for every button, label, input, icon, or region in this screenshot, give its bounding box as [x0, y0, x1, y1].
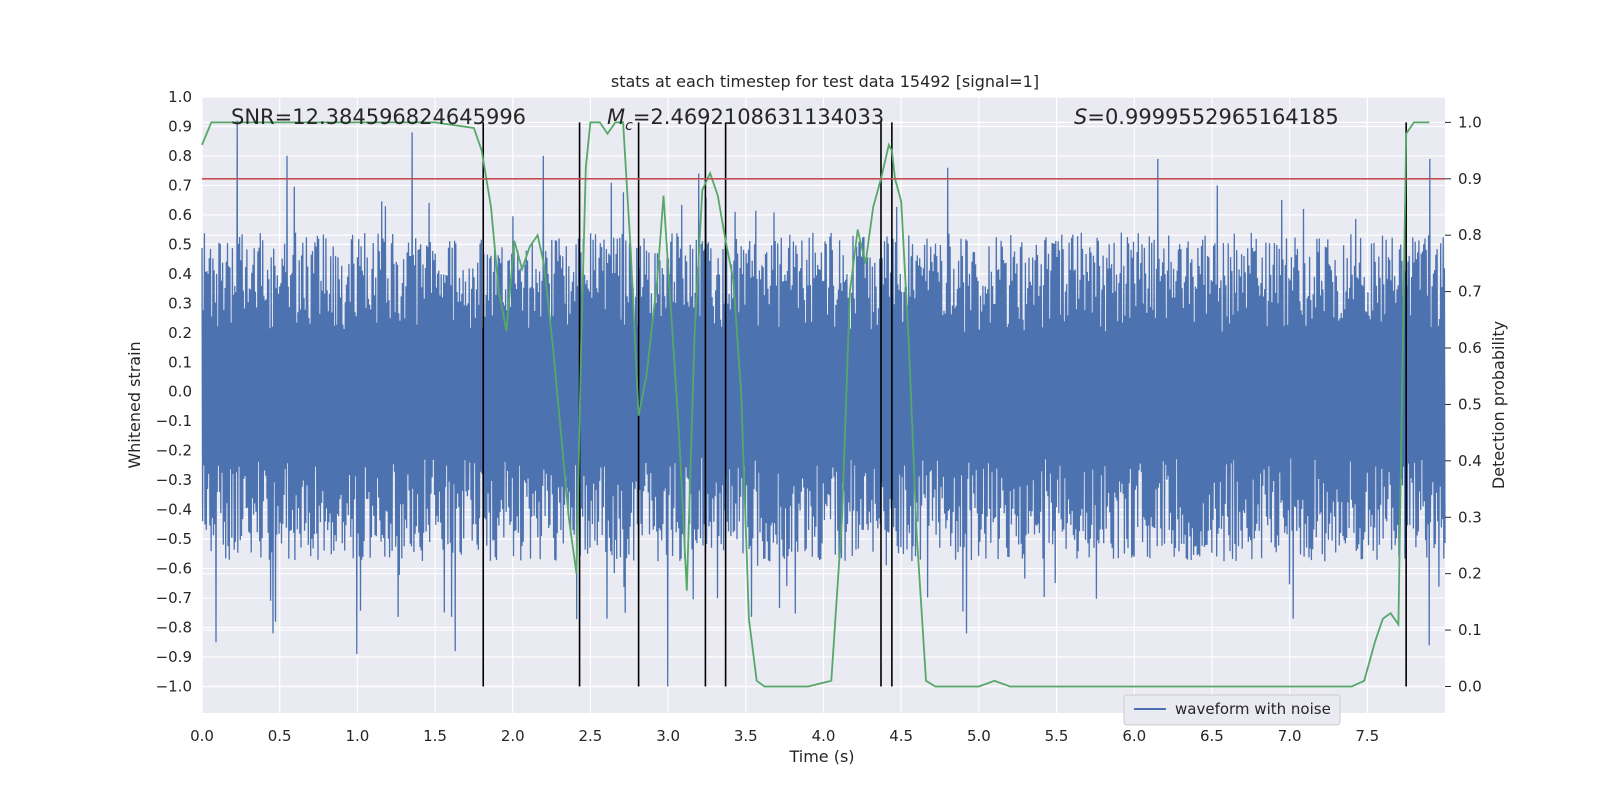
- legend-box: [1123, 694, 1341, 726]
- legend-label: waveform with noise: [1175, 700, 1331, 718]
- y-tick-label: 0.4: [168, 265, 192, 283]
- chirp-mass-symbol: M: [607, 105, 625, 129]
- y2-tick-label: 0.7: [1458, 283, 1482, 301]
- y-tick-label: −0.2: [156, 442, 192, 460]
- chirp-mass-subscript: c: [625, 118, 633, 134]
- x-tick-label: 5.0: [967, 727, 991, 745]
- y2-tick-label: 0.8: [1458, 226, 1482, 244]
- y2-tick-label: 0.4: [1458, 452, 1482, 470]
- tick-labels: 0.0 0.5 1.0 1.5 2.0 2.5 3.0 3.5 4.0 4.5 5.0 5.5 6.0 6…: [156, 88, 1482, 745]
- y2-tick-label: 0.9: [1458, 170, 1482, 188]
- probability-series: [201, 121, 1430, 688]
- x-tick-label: 2.0: [501, 727, 525, 745]
- y2-tick-label: 0.5: [1458, 395, 1482, 413]
- x-tick-label: 6.0: [1122, 727, 1146, 745]
- y-tick-label: 0.8: [168, 147, 192, 165]
- waveform-line: [201, 120, 1446, 687]
- s-value: =0.9999552965164185: [1087, 105, 1338, 129]
- x-tick-label: 7.0: [1278, 727, 1302, 745]
- legend: waveform with noise: [1123, 694, 1341, 726]
- y-tick-label: −0.6: [156, 560, 192, 578]
- y-axis-label: Whitened strain: [125, 341, 144, 468]
- x-tick-label: 4.5: [889, 727, 913, 745]
- y2-tick-label: 0.6: [1458, 339, 1482, 357]
- y2-tick-label: 0.1: [1458, 621, 1482, 639]
- x-tick-label: 3.0: [656, 727, 680, 745]
- x-tick-label: 7.5: [1355, 727, 1379, 745]
- x-tick-label: 5.5: [1045, 727, 1069, 745]
- x-tick-label: 3.5: [734, 727, 758, 745]
- x-tick-label: 2.5: [579, 727, 603, 745]
- y-tick-label: −0.5: [156, 530, 192, 548]
- probability-line: [201, 121, 1430, 688]
- chirp-mass-value: =2.4692108631134033: [633, 105, 884, 129]
- y2-tick-label: 1.0: [1458, 113, 1482, 131]
- chirp-mass-annotation: Mc=2.4692108631134033: [607, 105, 884, 134]
- y-tick-label: 0.6: [168, 206, 192, 224]
- y-tick-label: 0.2: [168, 324, 192, 342]
- y-tick-label: −0.7: [156, 589, 192, 607]
- waveform-series: [201, 120, 1446, 687]
- y-tick-label: −0.9: [156, 648, 192, 666]
- y-tick-label: 1.0: [168, 88, 192, 106]
- x-tick-label: 4.0: [812, 727, 836, 745]
- y-tick-label: −0.8: [156, 619, 192, 637]
- y-tick-label: 0.7: [168, 176, 192, 194]
- x-tick-label: 1.0: [345, 727, 369, 745]
- s-symbol: S: [1074, 105, 1087, 129]
- y-tick-label: 0.5: [168, 235, 192, 253]
- y2-axis-label: Detection probability: [1489, 321, 1508, 489]
- y2-tick-label: 0.0: [1458, 677, 1482, 695]
- y-tick-label: −0.3: [156, 471, 192, 489]
- x-tick-label: 0.5: [268, 727, 292, 745]
- x-tick-label: 6.5: [1200, 727, 1224, 745]
- y2-tick-label: 0.3: [1458, 508, 1482, 526]
- y-tick-label: 0.3: [168, 294, 192, 312]
- snr-annotation: SNR=12.384596824645996: [231, 105, 526, 129]
- y-tick-label: 0.0: [168, 383, 192, 401]
- x-tick-label: 1.5: [423, 727, 447, 745]
- chart-title: stats at each timestep for test data 154…: [611, 72, 1039, 91]
- y2-tick-label: 0.2: [1458, 565, 1482, 583]
- y-tick-label: −0.4: [156, 501, 192, 519]
- y-tick-label: −1.0: [156, 677, 192, 695]
- y-tick-label: 0.1: [168, 353, 192, 371]
- y-tick-label: 0.9: [168, 117, 192, 135]
- s-annotation: S=0.9999552965164185: [1074, 105, 1339, 129]
- x-tick-label: 0.0: [190, 727, 214, 745]
- x-axis-label: Time (s): [788, 747, 854, 766]
- y-tick-label: −0.1: [156, 412, 192, 430]
